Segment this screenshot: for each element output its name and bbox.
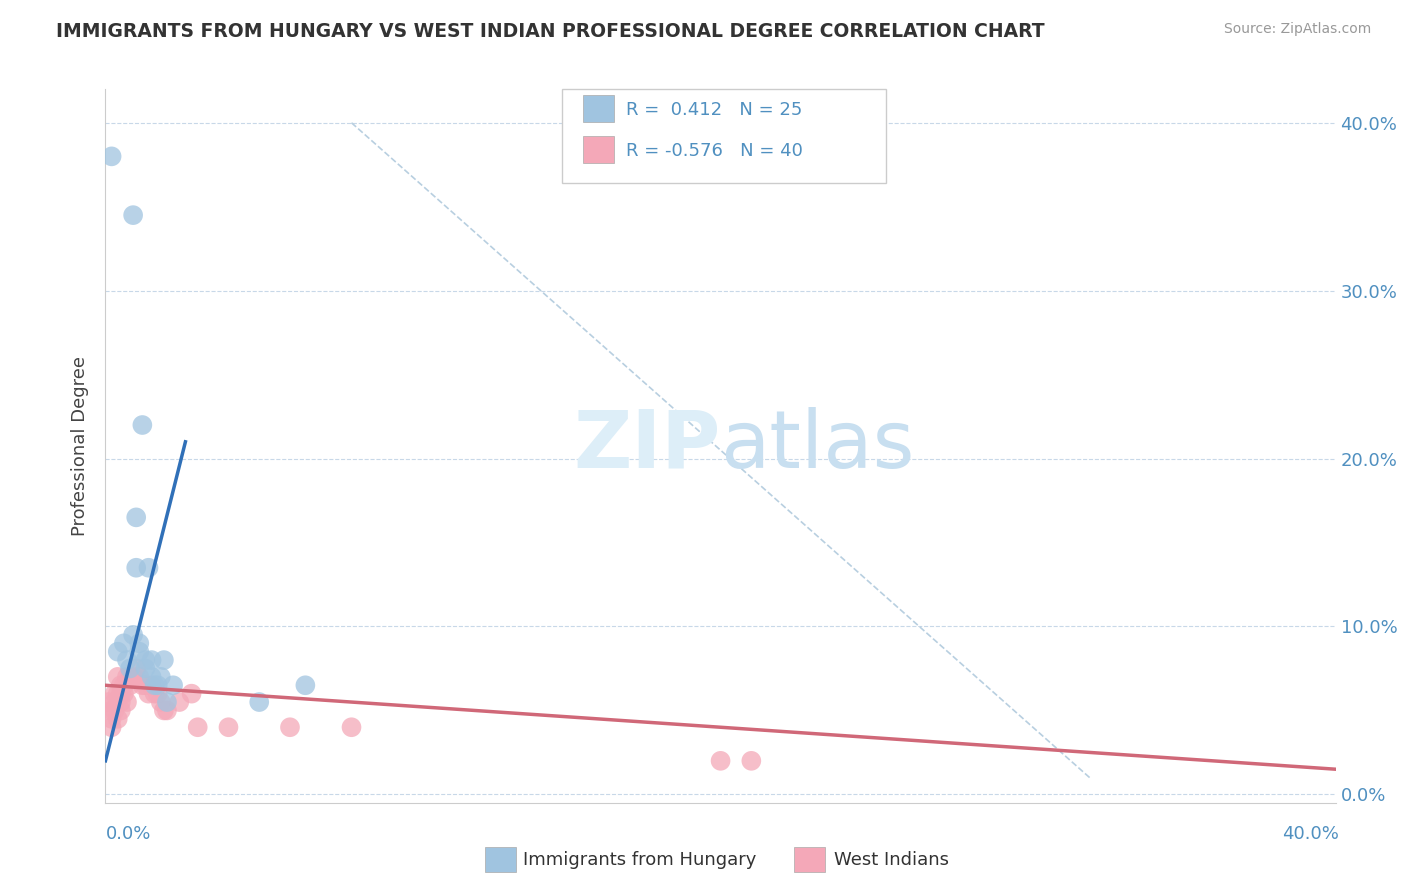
Point [104, 695, 127, 709]
Point [128, 645, 150, 659]
Point [104, 687, 127, 701]
Point [107, 645, 129, 659]
Point [710, 754, 733, 768]
Point [110, 687, 132, 701]
Point [100, 149, 122, 163]
Point [149, 695, 172, 709]
Point [110, 695, 132, 709]
Point [146, 687, 169, 701]
Point [180, 687, 202, 701]
Point [134, 678, 156, 692]
Text: IMMIGRANTS FROM HUNGARY VS WEST INDIAN PROFESSIONAL DEGREE CORRELATION CHART: IMMIGRANTS FROM HUNGARY VS WEST INDIAN P… [56, 22, 1045, 41]
Text: R = -0.576   N = 40: R = -0.576 N = 40 [626, 142, 803, 160]
Point [112, 687, 135, 701]
Text: Source: ZipAtlas.com: Source: ZipAtlas.com [1223, 22, 1371, 37]
Point [120, 670, 141, 684]
Point [278, 720, 301, 734]
Point [115, 653, 138, 667]
Point [218, 720, 240, 734]
Point [122, 208, 145, 222]
Point [110, 703, 132, 717]
Point [153, 653, 176, 667]
Point [131, 678, 153, 692]
Point [740, 754, 762, 768]
Point [112, 636, 135, 650]
Point [107, 687, 129, 701]
Point [128, 670, 150, 684]
Point [156, 703, 179, 717]
Point [247, 695, 270, 709]
Point [115, 695, 138, 709]
Point [162, 678, 184, 692]
Point [149, 670, 172, 684]
Point [141, 670, 163, 684]
Y-axis label: Professional Degree: Professional Degree [72, 356, 90, 536]
Text: atlas: atlas [721, 407, 915, 485]
Point [107, 712, 129, 726]
Point [141, 678, 163, 692]
Point [100, 712, 122, 726]
Point [125, 510, 148, 524]
Text: 0.0%: 0.0% [105, 825, 150, 843]
Point [153, 703, 176, 717]
Text: Immigrants from Hungary: Immigrants from Hungary [523, 851, 756, 869]
Point [156, 695, 179, 709]
Point [104, 703, 127, 717]
Point [122, 628, 145, 642]
Point [112, 678, 135, 692]
Text: R =  0.412   N = 25: R = 0.412 N = 25 [626, 101, 801, 119]
Text: ZIP: ZIP [574, 407, 721, 485]
Point [122, 670, 145, 684]
Point [115, 670, 138, 684]
Text: West Indians: West Indians [834, 851, 949, 869]
Point [143, 687, 166, 701]
Point [141, 653, 163, 667]
Point [138, 560, 160, 574]
Point [187, 720, 209, 734]
Point [110, 678, 132, 692]
Point [169, 695, 191, 709]
Point [125, 560, 148, 574]
Point [134, 653, 156, 667]
Point [143, 678, 166, 692]
Point [131, 417, 153, 432]
Point [97, 695, 120, 709]
Point [125, 661, 148, 675]
Point [128, 636, 150, 650]
Point [146, 678, 169, 692]
Point [107, 670, 129, 684]
Point [100, 703, 122, 717]
Point [134, 661, 156, 675]
Point [138, 687, 160, 701]
Point [120, 661, 141, 675]
Text: 40.0%: 40.0% [1282, 825, 1339, 843]
Point [340, 720, 363, 734]
Point [120, 678, 141, 692]
Point [294, 678, 316, 692]
Point [100, 720, 122, 734]
